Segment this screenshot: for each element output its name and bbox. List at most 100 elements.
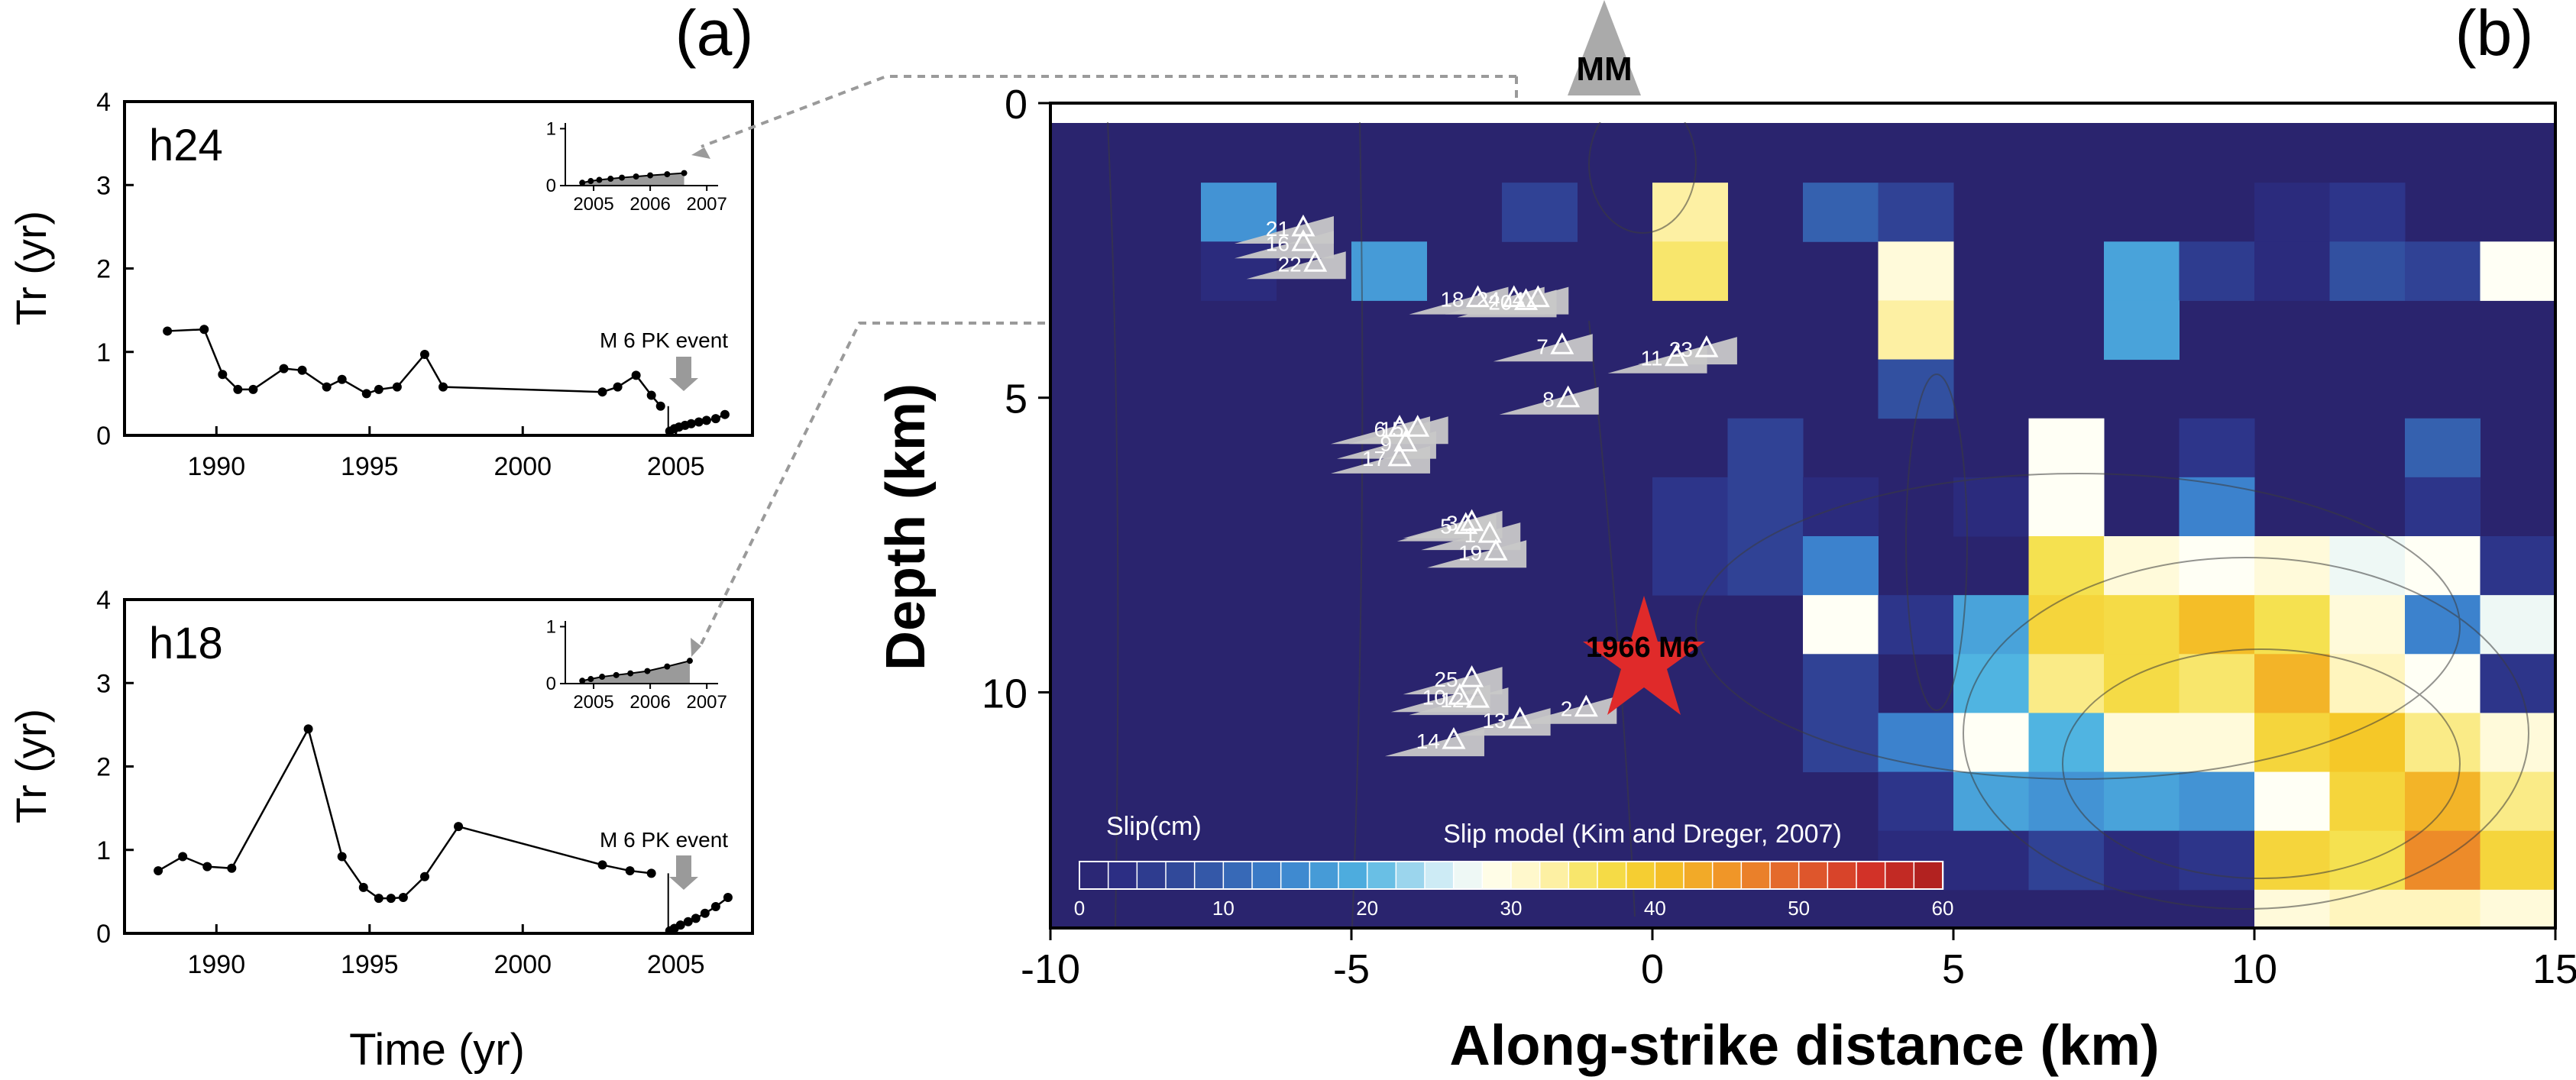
slip-cell <box>2329 536 2406 596</box>
a2-pre-point <box>398 893 408 903</box>
a1-inset: 2005 2006 2007 0 1 <box>546 118 727 215</box>
a1-inset-point <box>619 174 626 181</box>
slip-cell <box>2104 300 2180 361</box>
a1-xtick-label: 1990 <box>187 452 245 481</box>
contour-4 <box>1588 122 1697 234</box>
a2-inset-point <box>686 658 693 664</box>
colorbar-tick-label: 50 <box>1788 897 1810 920</box>
contour-3 <box>1695 473 2461 780</box>
repeater-marker <box>1508 706 1532 729</box>
connector-h18-arrowhead <box>691 638 701 657</box>
slip-cell <box>2179 595 2255 655</box>
slip-cell <box>2179 713 2255 773</box>
slip-cell <box>2405 241 2481 301</box>
repeater-marker <box>1465 685 1490 708</box>
colorbar-segment <box>1913 861 1944 890</box>
slip-cell <box>2179 771 2255 832</box>
slip-cell <box>2254 536 2330 596</box>
colorbar-segment <box>1338 861 1368 890</box>
a1-ytick-label: 4 <box>96 88 111 117</box>
slip-cell <box>1727 418 1804 478</box>
colorbar-caption: Slip model (Kim and Dreger, 2007) <box>1443 820 1842 849</box>
repeater-marker <box>1393 429 1418 452</box>
connector-h24-arrowhead <box>691 147 710 159</box>
colorbar-segment <box>1424 861 1455 890</box>
colorbar-tick-label: 60 <box>1932 897 1954 920</box>
repeater-label: 6 <box>1374 417 1386 441</box>
repeater-source <box>1396 513 1497 542</box>
b-ytick-label: 5 <box>1005 377 1027 422</box>
slip-cell <box>1878 183 1954 242</box>
a2-pre-point <box>386 894 396 904</box>
a1-pre-point <box>248 384 258 394</box>
a2-inset-xtick-label: 2007 <box>686 692 727 713</box>
repeater-marker <box>1387 415 1412 437</box>
slip-cell <box>2104 771 2180 832</box>
slip-cell <box>2104 830 2180 891</box>
repeater-source <box>1517 696 1617 724</box>
colorbar-segment <box>1251 861 1282 890</box>
a2-axes: 1990 1995 2000 2005 0 1 2 3 4 <box>96 586 704 979</box>
a1-station-label: h24 <box>149 121 223 170</box>
slip-cell <box>2179 477 2255 537</box>
a2-post-point <box>691 913 701 923</box>
slip-cell <box>2254 830 2330 891</box>
a2-ytick-label: 4 <box>96 586 111 615</box>
colorbar-segment <box>1280 861 1311 890</box>
colorbar-segment <box>1510 861 1541 890</box>
b-xlabel: Along-strike distance (km) <box>1449 1014 2159 1077</box>
colorbar: 0 10 20 30 40 50 60 <box>1074 861 1954 920</box>
slip-cell <box>1953 771 2029 832</box>
slip-cell <box>2179 536 2255 596</box>
a1-pre-point <box>419 350 429 360</box>
a2-inset-point <box>599 674 606 681</box>
slip-cell <box>1652 477 1728 537</box>
a1-inset-xtick-label: 2005 <box>573 194 613 215</box>
repeater-label: 3 <box>1446 512 1458 535</box>
colorbar-segment <box>1366 861 1397 890</box>
a2-ylabel: Tr (yr) <box>7 709 55 823</box>
b-ytick-label: 10 <box>982 671 1027 716</box>
a1-pre-point <box>597 387 607 397</box>
slip-cell <box>2329 595 2406 655</box>
a1-ylabel: Tr (yr) <box>7 211 55 325</box>
a2-xtick-label: 2005 <box>647 950 705 979</box>
repeater-label: 23 <box>1669 338 1693 361</box>
slip-cell <box>1803 654 1879 713</box>
repeater-marker <box>1484 538 1508 561</box>
repeater-marker <box>1465 285 1490 308</box>
a2-post-point <box>710 902 720 912</box>
a1-xtick-label: 1995 <box>341 452 399 481</box>
repeater-marker <box>1406 415 1430 437</box>
slip-cell <box>2028 418 2105 478</box>
a1-inset-point <box>664 171 671 178</box>
colorbar-segment <box>1856 861 1886 890</box>
slip-top-gap <box>1050 103 2555 123</box>
slip-cell <box>2028 595 2105 655</box>
colorbar-segment <box>1827 861 1858 890</box>
a1-pre-point <box>297 365 307 375</box>
repeater-label: 11 <box>1640 347 1662 370</box>
repeater-label: 24 <box>1477 288 1500 312</box>
repeater-marker <box>1387 444 1412 467</box>
repeater-marker <box>1502 285 1526 308</box>
volcano-label: MM <box>1576 50 1632 88</box>
a1-event-annotation: M 6 PK event <box>600 328 728 352</box>
a2-inset: 2005 2006 2007 0 1 <box>546 616 727 713</box>
repeater-marker <box>1448 683 1472 705</box>
repeater-source <box>1493 334 1593 362</box>
slip-cell <box>2104 241 2180 301</box>
a2-marks <box>154 724 733 933</box>
a1-pre-point <box>337 374 347 384</box>
repeater-label: 9 <box>1380 432 1392 456</box>
colorbar-segment <box>1568 861 1599 890</box>
slip-cell <box>2028 477 2105 537</box>
colorbar-segment <box>1222 861 1254 890</box>
colorbar-segment <box>1654 861 1685 890</box>
colorbar-tick-label: 0 <box>1074 897 1085 920</box>
slip-cell <box>1351 241 1427 301</box>
repeater-marker <box>1574 694 1598 717</box>
slip-cell <box>1652 241 1728 301</box>
